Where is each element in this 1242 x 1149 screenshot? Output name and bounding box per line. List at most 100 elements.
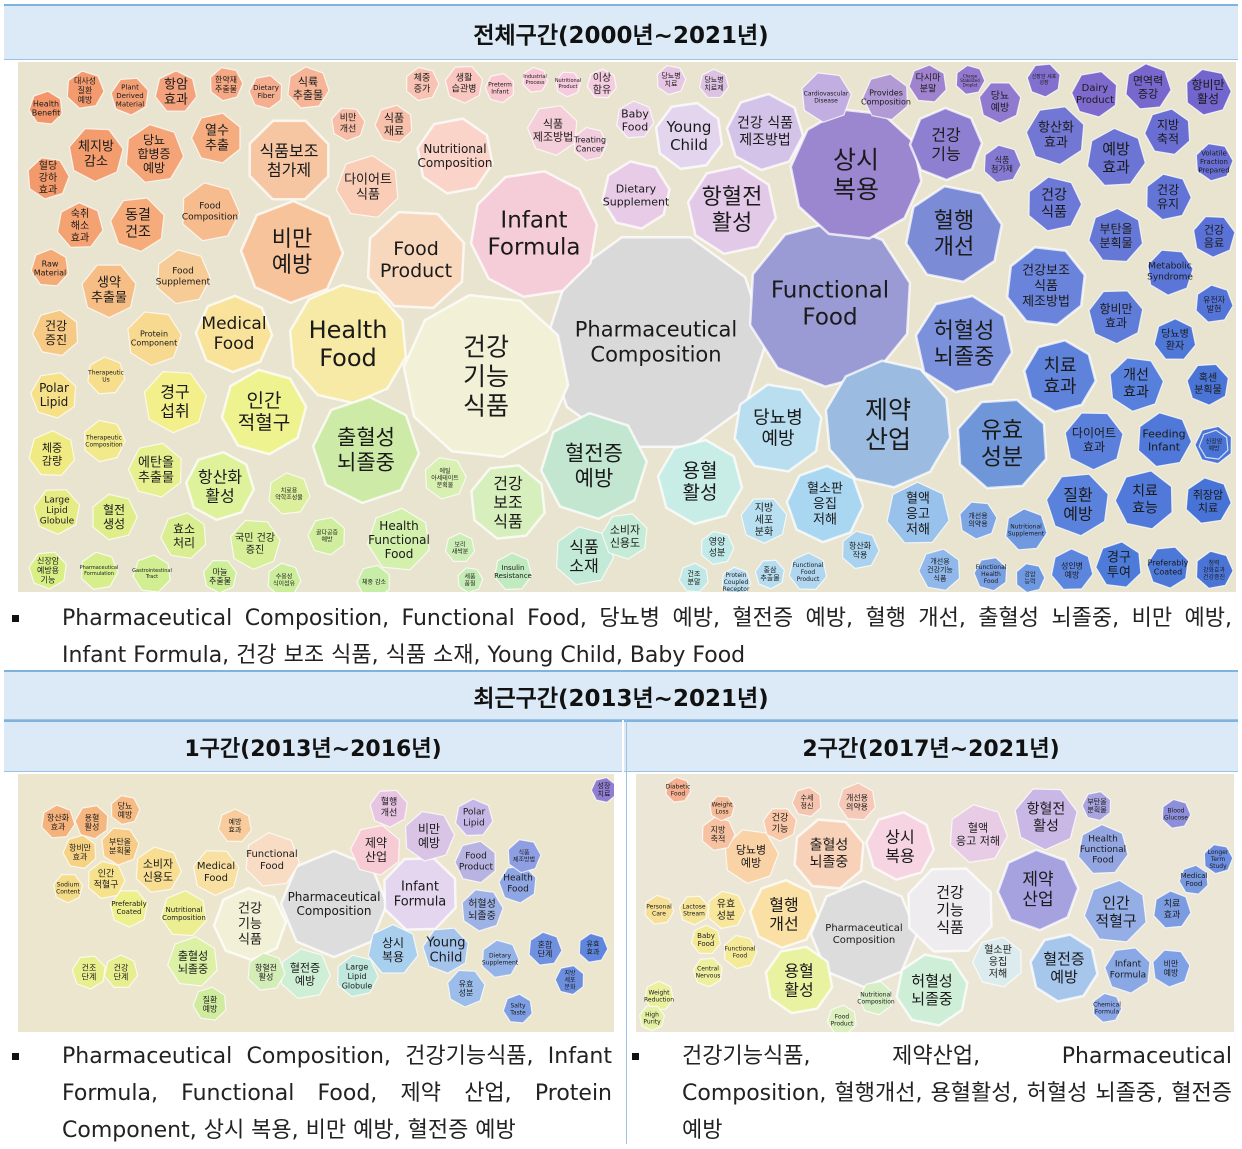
period2-cell: Health Functional Food — [1077, 823, 1129, 875]
period1-cell-label: 건조 단계 — [82, 962, 97, 981]
overall-cell-shape — [87, 356, 126, 395]
period2-cell-label: 출혈성 뇌졸중 — [810, 838, 849, 871]
overall-cell-label: Functional Health Food — [976, 563, 1007, 584]
overall-cell: Medical Food — [194, 294, 274, 374]
overall-cell: Insulin Resistance — [493, 552, 533, 591]
period2-cell: Weight Loss — [709, 795, 736, 822]
overall-cell: 개선 효과 — [1109, 357, 1165, 412]
period1-cell: 혈행 개선 — [369, 789, 408, 828]
period2-cell: 혈전증 예방 — [1029, 933, 1099, 1003]
period1-cell: Food Product — [454, 840, 496, 884]
period1-cell-label: 건강 기능 식품 — [238, 901, 262, 947]
overall-cell-label: 치료 효과 — [1043, 355, 1076, 397]
overall-cell-label: 동결 건조 — [125, 208, 151, 241]
overall-cell: Preferably Coated — [1146, 546, 1189, 589]
overall-cell: Pharmaceutical Formulation — [80, 551, 119, 590]
overall-cell-label: Raw Material — [34, 259, 67, 277]
period2-cell: Pharmaceutical Composition — [809, 879, 919, 989]
period2-cell-label: 비만 예방 — [1164, 959, 1179, 977]
overall-cell: 개선용 건강기능 식품 — [918, 548, 961, 592]
overall-cell: 건강 음료 — [1192, 215, 1236, 258]
period1-title: 1구간(2013년~2016년) — [4, 720, 622, 772]
overall-cell-label: Nutritional Composition — [418, 142, 493, 170]
overall-cell-label: 면역력 증강 — [1133, 74, 1163, 100]
overall-cell: Infant Formula — [469, 170, 599, 298]
overall-cell-shape — [287, 66, 330, 109]
period2-cell-shape — [907, 867, 993, 953]
overall-cell-shape — [110, 77, 149, 116]
overall-cell-shape — [160, 512, 207, 559]
overall-cell: 항암 효과 — [154, 70, 198, 112]
period2-cell-shape — [837, 782, 876, 821]
overall-cell: Food Supplement — [156, 249, 212, 305]
overall-cell: 체중 증가 — [405, 66, 440, 102]
period1-cell: 유효 효과 — [578, 932, 609, 963]
overall-cell-shape — [908, 106, 984, 182]
overall-cell: 경구 섭취 — [143, 370, 208, 434]
period2-cell-shape — [709, 795, 736, 822]
overall-cell: 쥐장암 치료 — [1185, 477, 1232, 524]
period1-cell-shape — [578, 932, 609, 963]
period1-cell: Polar Lipid — [454, 798, 494, 837]
overall-cell-shape — [374, 104, 413, 143]
overall-cell-label: 식품 소재 — [569, 537, 598, 575]
period1-cell-label: 허혈성 뇌졸중 — [468, 897, 496, 922]
period1-cell: 소비자 신용도 — [135, 846, 182, 893]
period2-cell-shape — [996, 848, 1080, 932]
overall-cell-shape — [1195, 550, 1234, 590]
overall-cell: 개선용 의약용 — [959, 501, 998, 540]
period1-cell-shape — [461, 889, 504, 932]
overall-cell-label: 혹센 분획물 — [1194, 371, 1222, 396]
overall-cell: 다시마 분말 — [908, 64, 947, 103]
overall-cell-label: Functional Food — [771, 277, 889, 330]
overall-cell-label: 비만 개선 — [340, 113, 357, 135]
overall-cell: Industrial Process — [522, 66, 549, 93]
overall-cell: 당뇨 예방 — [978, 82, 1022, 124]
period2-cell-label: Medical Food — [1181, 872, 1208, 888]
period1-cell-shape — [498, 865, 537, 904]
overall-cell-label: 체중 감소 — [362, 578, 386, 586]
overall-cell: Polar Lipid — [30, 372, 77, 419]
overall-cell-label: 건강 식품 제조방법 — [737, 116, 793, 149]
period2-cell-shape — [864, 810, 936, 882]
period1-cell-shape — [109, 890, 149, 928]
overall-cell-shape — [248, 119, 330, 201]
period1-cell: Nutritional Composition — [160, 890, 207, 937]
overall-cell-label: Gastrointestinal Tract — [132, 568, 172, 580]
overall-cell: 비만 개선 — [331, 107, 366, 142]
period1-cell: Health Food — [498, 865, 537, 904]
overall-cell-shape — [194, 294, 274, 374]
period2-cell-shape — [1081, 790, 1112, 822]
period2-cell-shape — [643, 980, 675, 1011]
period2-cell-shape — [638, 1005, 666, 1032]
overall-cell-shape — [190, 112, 241, 164]
overall-cell: Young Child — [654, 101, 724, 171]
overall-cell-label: Industrial Process — [523, 74, 546, 86]
overall-cell-label: 다이어트 효과 — [1072, 426, 1116, 454]
overall-cell-shape — [1147, 249, 1194, 296]
overall-summary-text: Pharmaceutical Composition, Functional F… — [62, 606, 1232, 668]
overall-cell-shape — [721, 566, 752, 592]
period2-cell-label: 제약 산업 — [1022, 870, 1053, 910]
overall-cell-label: 지방 세포 분화 — [755, 502, 773, 538]
overall-cell-shape — [1153, 318, 1197, 360]
overall-cell-shape — [904, 184, 1004, 284]
overall-cell: 홍삼 추출물 — [754, 559, 785, 590]
overall-cell-label: 체중 감량 — [42, 441, 62, 467]
overall-cell-shape — [1045, 473, 1109, 537]
overall-cell-label: Charge Stabilized Droplet — [960, 73, 980, 87]
overall-cell-shape — [1185, 477, 1232, 524]
period1-cell-label: 용혈 활성 — [85, 812, 100, 831]
overall-cell-label: 항산화 작용 — [849, 540, 872, 559]
overall-cell-shape — [182, 182, 241, 242]
period2-cell-shape — [971, 936, 1022, 988]
overall-cell-shape — [157, 249, 212, 305]
period1-cell: 허혈성 뇌졸중 — [461, 889, 504, 932]
overall-cell: 혈전 생성 — [92, 493, 138, 541]
overall-treemap-svg: Pharmaceutical Composition Functional Food 건… — [18, 62, 1236, 592]
overall-cell: 건강 기능 식품 — [402, 293, 570, 459]
overall-cell-shape — [686, 164, 778, 256]
period2-cell-label: Lactose Stream — [682, 903, 705, 917]
overall-cell: Food Composition — [182, 182, 241, 242]
overall-cell: Dairy Product — [1071, 70, 1118, 118]
